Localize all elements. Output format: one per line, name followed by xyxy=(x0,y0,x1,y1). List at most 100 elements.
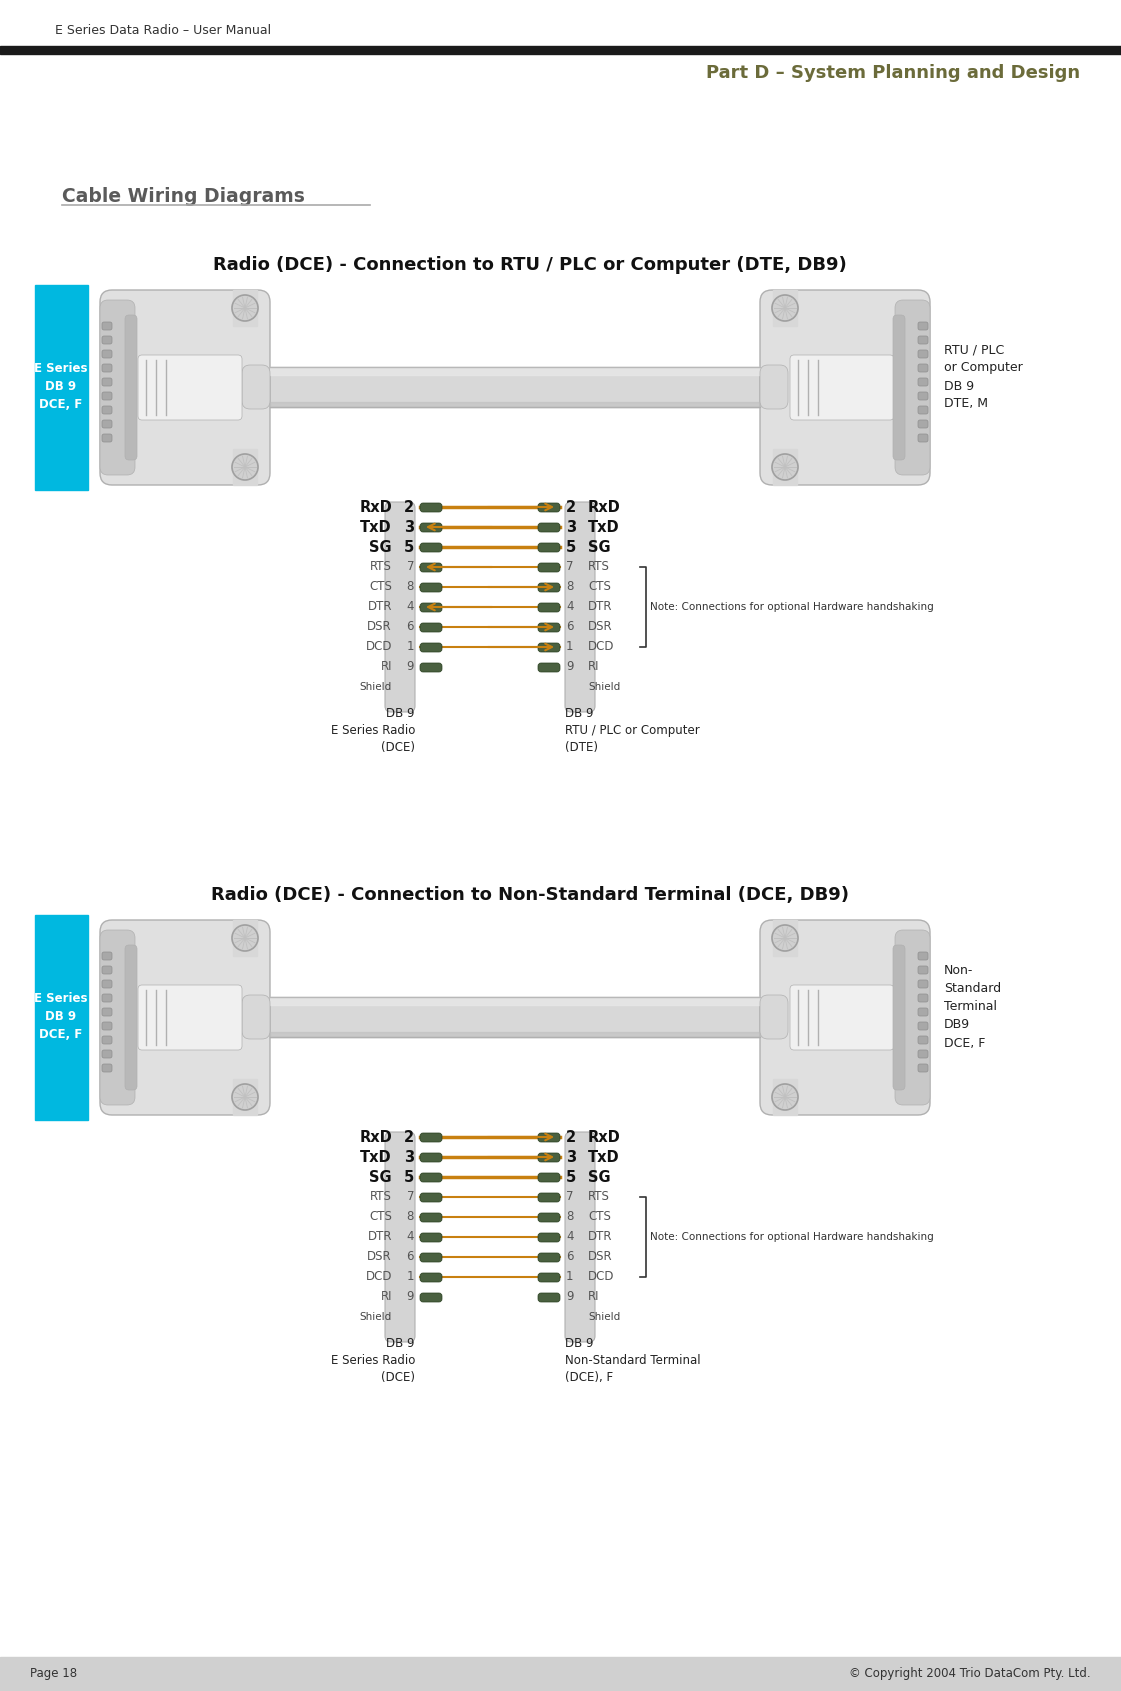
Text: 3: 3 xyxy=(566,519,576,534)
Text: 5: 5 xyxy=(566,539,576,555)
FancyBboxPatch shape xyxy=(538,622,560,632)
FancyBboxPatch shape xyxy=(420,1212,442,1223)
FancyBboxPatch shape xyxy=(102,350,112,358)
Text: 2: 2 xyxy=(566,499,576,514)
Text: 9: 9 xyxy=(566,1290,574,1304)
Text: RTS: RTS xyxy=(370,560,392,573)
FancyBboxPatch shape xyxy=(895,930,930,1104)
Text: RI: RI xyxy=(589,661,600,673)
Polygon shape xyxy=(270,367,760,375)
Text: DTR: DTR xyxy=(589,600,612,614)
Polygon shape xyxy=(0,46,1121,54)
Text: SG: SG xyxy=(589,1170,611,1184)
Bar xyxy=(233,920,257,955)
Polygon shape xyxy=(270,1032,760,1037)
Text: TxD: TxD xyxy=(589,519,620,534)
FancyBboxPatch shape xyxy=(538,1174,560,1182)
Text: CTS: CTS xyxy=(369,1211,392,1224)
FancyBboxPatch shape xyxy=(102,337,112,343)
Text: RTS: RTS xyxy=(589,1190,610,1204)
Circle shape xyxy=(232,925,258,950)
FancyBboxPatch shape xyxy=(420,1294,442,1302)
Text: Non-
Standard
Terminal
DB9
DCE, F: Non- Standard Terminal DB9 DCE, F xyxy=(944,964,1001,1050)
FancyBboxPatch shape xyxy=(102,1064,112,1072)
Text: DTR: DTR xyxy=(368,600,392,614)
Polygon shape xyxy=(270,998,760,1037)
Text: 2: 2 xyxy=(404,499,414,514)
FancyBboxPatch shape xyxy=(918,364,928,372)
FancyBboxPatch shape xyxy=(385,1131,415,1343)
Text: Part D – System Planning and Design: Part D – System Planning and Design xyxy=(706,64,1080,81)
Text: E Series
DB 9
DCE, F: E Series DB 9 DCE, F xyxy=(35,993,87,1042)
FancyBboxPatch shape xyxy=(102,435,112,441)
Text: RI: RI xyxy=(380,661,392,673)
Text: DSR: DSR xyxy=(368,1251,392,1263)
Circle shape xyxy=(772,453,798,480)
FancyBboxPatch shape xyxy=(420,643,442,653)
FancyBboxPatch shape xyxy=(538,1233,560,1241)
FancyBboxPatch shape xyxy=(918,337,928,343)
FancyBboxPatch shape xyxy=(790,355,895,419)
FancyBboxPatch shape xyxy=(918,1050,928,1059)
Polygon shape xyxy=(270,367,760,408)
FancyBboxPatch shape xyxy=(100,920,270,1114)
Bar xyxy=(773,920,797,955)
Text: SG: SG xyxy=(370,1170,392,1184)
Polygon shape xyxy=(35,915,89,1119)
Text: DCD: DCD xyxy=(365,1270,392,1283)
FancyBboxPatch shape xyxy=(538,1212,560,1223)
Text: RTS: RTS xyxy=(589,560,610,573)
FancyBboxPatch shape xyxy=(102,1037,112,1043)
FancyBboxPatch shape xyxy=(242,994,270,1038)
Circle shape xyxy=(232,453,258,480)
Bar xyxy=(233,450,257,485)
Polygon shape xyxy=(0,1657,1121,1691)
FancyBboxPatch shape xyxy=(138,984,242,1050)
FancyBboxPatch shape xyxy=(420,1273,442,1282)
FancyBboxPatch shape xyxy=(918,1008,928,1016)
Text: TxD: TxD xyxy=(589,1150,620,1165)
FancyBboxPatch shape xyxy=(538,523,560,533)
Text: 9: 9 xyxy=(407,661,414,673)
Text: RI: RI xyxy=(589,1290,600,1304)
Text: RTS: RTS xyxy=(370,1190,392,1204)
FancyBboxPatch shape xyxy=(895,299,930,475)
FancyBboxPatch shape xyxy=(126,315,137,460)
Text: 6: 6 xyxy=(407,1251,414,1263)
FancyBboxPatch shape xyxy=(918,435,928,441)
FancyBboxPatch shape xyxy=(760,920,930,1114)
Text: 2: 2 xyxy=(404,1130,414,1145)
FancyBboxPatch shape xyxy=(420,1233,442,1241)
Text: DB 9
RTU / PLC or Computer
(DTE): DB 9 RTU / PLC or Computer (DTE) xyxy=(565,707,700,754)
Bar xyxy=(773,1079,797,1114)
Bar xyxy=(233,1079,257,1114)
FancyBboxPatch shape xyxy=(242,365,270,409)
Text: RI: RI xyxy=(380,1290,392,1304)
FancyBboxPatch shape xyxy=(538,1192,560,1202)
FancyBboxPatch shape xyxy=(918,966,928,974)
Bar xyxy=(233,289,257,326)
FancyBboxPatch shape xyxy=(538,663,560,671)
FancyBboxPatch shape xyxy=(420,523,442,533)
Text: Shield: Shield xyxy=(360,681,392,692)
Text: 9: 9 xyxy=(566,661,574,673)
Text: DSR: DSR xyxy=(589,621,612,634)
Text: RxD: RxD xyxy=(589,1130,621,1145)
Circle shape xyxy=(772,1084,798,1109)
Text: DB 9
E Series Radio
(DCE): DB 9 E Series Radio (DCE) xyxy=(331,707,415,754)
FancyBboxPatch shape xyxy=(138,355,242,419)
Text: CTS: CTS xyxy=(589,580,611,594)
Text: 3: 3 xyxy=(566,1150,576,1165)
Polygon shape xyxy=(270,998,760,1004)
FancyBboxPatch shape xyxy=(102,994,112,1003)
FancyBboxPatch shape xyxy=(565,502,595,712)
Text: Shield: Shield xyxy=(360,1312,392,1322)
FancyBboxPatch shape xyxy=(918,1037,928,1043)
FancyBboxPatch shape xyxy=(760,994,788,1038)
FancyBboxPatch shape xyxy=(893,945,905,1091)
Text: Shield: Shield xyxy=(589,681,620,692)
Text: 6: 6 xyxy=(566,1251,574,1263)
Text: SG: SG xyxy=(370,539,392,555)
Text: 8: 8 xyxy=(407,580,414,594)
FancyBboxPatch shape xyxy=(538,543,560,551)
